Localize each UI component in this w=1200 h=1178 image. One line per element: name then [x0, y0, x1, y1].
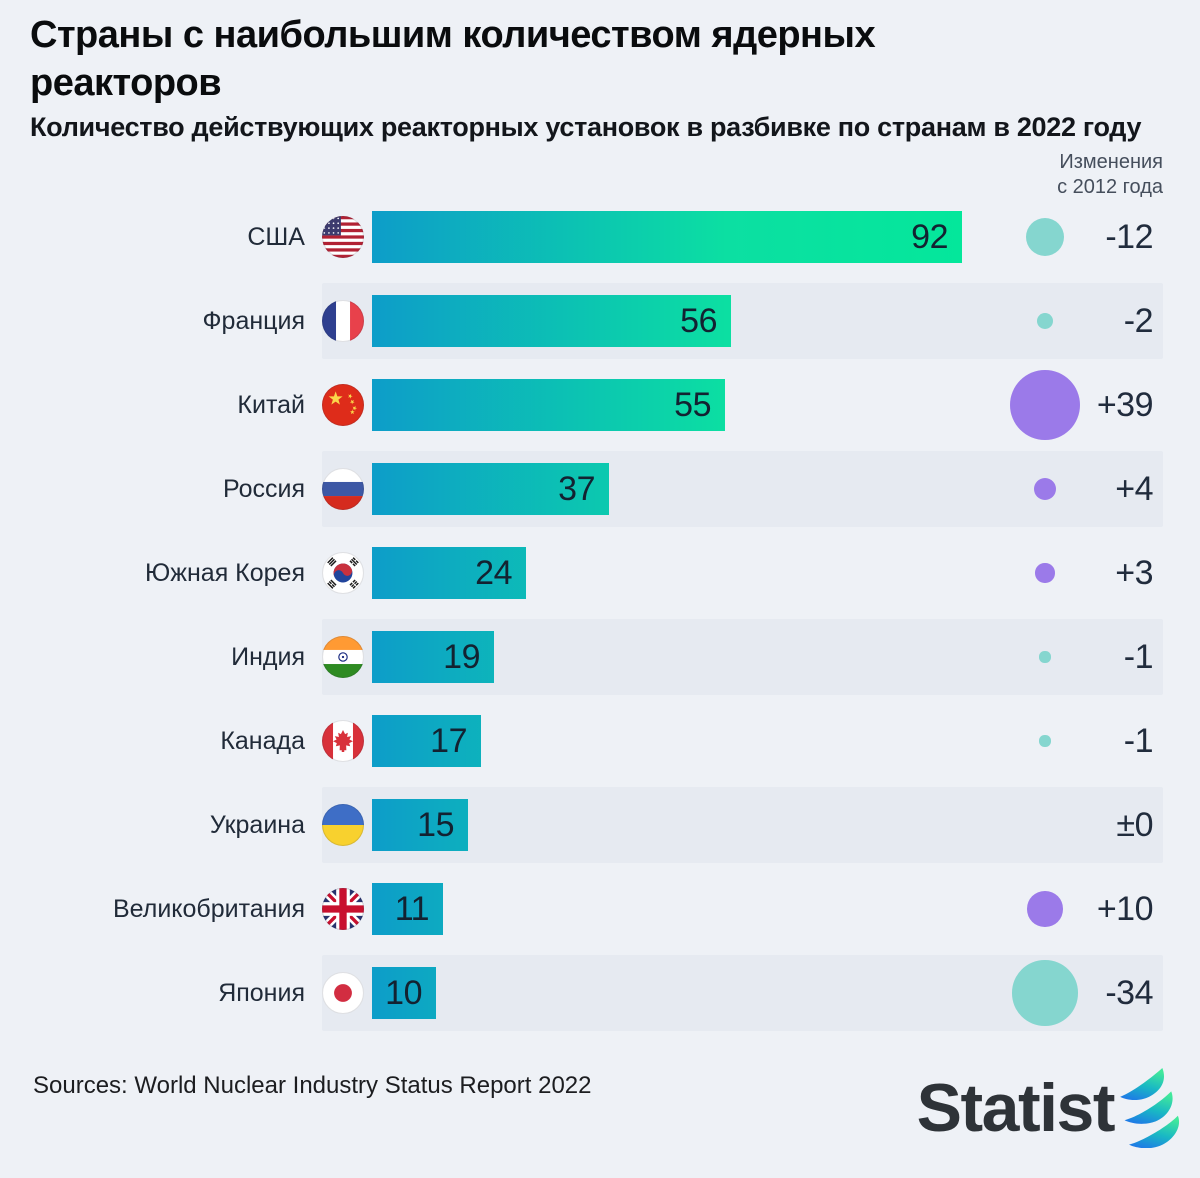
brand-wordmark: Statist [916, 1070, 1116, 1146]
change-column-header: Изменения с 2012 года [1057, 150, 1163, 200]
reactor-count-bar: 92 [372, 211, 962, 263]
country-label: Франция [202, 307, 305, 335]
bar-value: 55 [674, 385, 711, 424]
sources-label: Sources: World Nuclear Industry Status R… [33, 1072, 592, 1099]
bar-value: 56 [680, 301, 717, 340]
change-bubble [1039, 735, 1051, 747]
change-value: -2 [1123, 302, 1154, 340]
change-bubble [1012, 960, 1078, 1026]
change-value: -1 [1123, 638, 1154, 676]
change-value: -34 [1105, 974, 1153, 1012]
flag-ca-icon [322, 720, 364, 762]
change-value: -12 [1105, 218, 1153, 256]
flag-fr-icon [322, 300, 364, 342]
chart-row: Индия 19 -1 [0, 615, 1200, 699]
change-value: +39 [1096, 386, 1154, 424]
chart-row: Канада 17 -1 [0, 699, 1200, 783]
flag-jp-icon [322, 972, 364, 1014]
page-subtitle: Количество действующих реакторных устано… [30, 112, 1142, 142]
change-header-line2: с 2012 года [1057, 176, 1163, 198]
country-label: Япония [218, 979, 305, 1007]
bar-chart: США 92 -12 Франция 56 -2 Китай 55 +39 Ро… [0, 195, 1200, 1035]
reactor-count-bar: 37 [372, 463, 609, 515]
change-bubble [1035, 563, 1055, 583]
chart-row: Южная Корея 24 +3 [0, 531, 1200, 615]
flag-us-icon [322, 216, 364, 258]
country-label: Россия [223, 475, 305, 503]
change-value: -1 [1123, 722, 1154, 760]
reactor-count-bar: 10 [372, 967, 436, 1019]
bar-value: 11 [394, 889, 430, 928]
chart-row: Япония 10 -34 [0, 951, 1200, 1035]
change-bubble [1025, 217, 1065, 257]
chart-row: США 92 -12 [0, 195, 1200, 279]
chart-row: Китай 55 +39 [0, 363, 1200, 447]
chart-row: Великобритания 11 +10 [0, 867, 1200, 951]
change-bubble [1037, 313, 1053, 329]
reactor-count-bar: 24 [372, 547, 526, 599]
brand-logo: Statist [917, 1058, 1182, 1148]
bar-value: 92 [911, 217, 948, 256]
change-bubble [1027, 891, 1063, 927]
reactor-count-bar: 19 [372, 631, 494, 683]
bar-value: 10 [385, 973, 422, 1012]
change-bubble [1039, 651, 1051, 663]
country-label: Великобритания [113, 895, 305, 923]
reactor-count-bar: 56 [372, 295, 731, 347]
flag-cn-icon [322, 384, 364, 426]
country-label: Канада [220, 727, 305, 755]
chart-row: Франция 56 -2 [0, 279, 1200, 363]
reactor-count-bar: 11 [372, 883, 443, 935]
country-label: Китай [237, 391, 305, 419]
reactor-count-bar: 17 [372, 715, 481, 767]
reactor-count-bar: 55 [372, 379, 725, 431]
change-bubble [1033, 477, 1057, 501]
bar-value: 24 [475, 553, 512, 592]
change-value: +3 [1115, 554, 1153, 592]
country-label: Индия [231, 643, 305, 671]
change-header-line1: Изменения [1059, 151, 1163, 173]
flag-in-icon [322, 636, 364, 678]
change-value: +10 [1096, 890, 1154, 928]
flag-kr-icon [322, 552, 364, 594]
change-value: +4 [1115, 470, 1153, 508]
chart-row: Украина 15 ±0 [0, 783, 1200, 867]
statista-leaf-icon [1120, 1068, 1179, 1148]
country-label: Украина [209, 811, 305, 839]
bar-value: 17 [430, 721, 467, 760]
chart-row: Россия 37 +4 [0, 447, 1200, 531]
country-label: Южная Корея [145, 559, 305, 587]
flag-ru-icon [322, 468, 364, 510]
bar-value: 37 [558, 469, 595, 508]
country-label: США [247, 223, 305, 251]
bar-value: 19 [443, 637, 480, 676]
reactor-count-bar: 15 [372, 799, 468, 851]
bar-value: 15 [417, 805, 454, 844]
change-value: ±0 [1116, 806, 1153, 844]
change-bubble [1010, 370, 1080, 440]
page-title: Страны с наибольшим количеством ядерных … [30, 14, 876, 104]
flag-gb-icon [322, 888, 364, 930]
flag-ua-icon [322, 804, 364, 846]
